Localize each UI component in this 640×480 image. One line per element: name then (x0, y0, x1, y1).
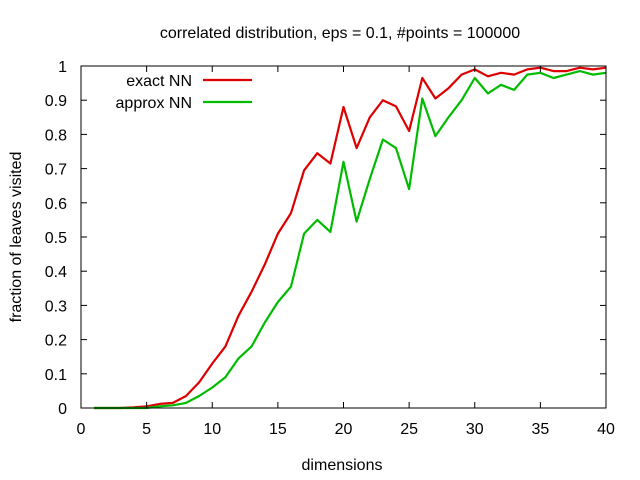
legend: exact NN approx NN (116, 73, 252, 112)
series-line-exact-nn (94, 66, 607, 410)
plot-area (80, 65, 607, 410)
y-tick-label: 1 (58, 59, 67, 76)
y-tick-label: 0.1 (45, 367, 67, 384)
series-line-approx-nn (94, 69, 607, 410)
x-tick-label: 10 (203, 421, 221, 438)
x-axis-label: dimensions (302, 457, 383, 474)
x-tick-label: 15 (269, 421, 287, 438)
y-tick-label: 0.2 (45, 333, 67, 350)
y-tick-label: 0.5 (45, 230, 67, 247)
y-tick-label: 0.9 (45, 93, 67, 110)
y-tick-label: 0.4 (45, 264, 67, 281)
ticks-layer: 0 5 10 15 20 25 30 35 40 0 0.1 0.2 0.3 0.4 0.5 0.6 0.7 0.… (45, 59, 615, 438)
y-tick-label: 0.6 (45, 196, 67, 213)
y-axis-label: fraction of leaves visited (8, 152, 25, 323)
y-tick-label: 0.3 (45, 298, 67, 315)
x-tick-label: 30 (466, 421, 484, 438)
x-tick-label: 20 (335, 421, 353, 438)
x-tick-label: 25 (400, 421, 418, 438)
x-tick-label: 5 (142, 421, 151, 438)
chart-title: correlated distribution, eps = 0.1, #poi… (160, 25, 520, 42)
x-tick-label: 35 (531, 421, 549, 438)
axis-frame (80, 65, 607, 409)
y-tick-label: 0.7 (45, 162, 67, 179)
series-layer (94, 66, 607, 410)
x-tick-label: 40 (597, 421, 615, 438)
legend-label-exact-nn: exact NN (126, 73, 192, 90)
y-tick-label: 0.8 (45, 127, 67, 144)
legend-label-approx-nn: approx NN (116, 95, 192, 112)
x-tick-label: 0 (77, 421, 86, 438)
y-tick-label: 0 (58, 401, 67, 418)
